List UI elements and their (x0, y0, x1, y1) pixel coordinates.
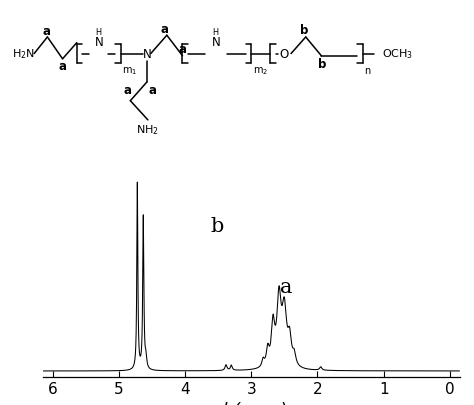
X-axis label: d (ppm): d (ppm) (216, 401, 287, 405)
Text: a: a (123, 84, 131, 97)
Text: a: a (59, 60, 66, 73)
Text: b: b (318, 58, 327, 70)
Text: $\rm OCH_3$: $\rm OCH_3$ (382, 47, 413, 61)
Text: $\overset{\rm H}{\rm N}$: $\overset{\rm H}{\rm N}$ (211, 26, 220, 49)
Text: a: a (179, 43, 186, 55)
Text: a: a (161, 23, 169, 36)
Text: $\overset{\rm H}{\rm N}$: $\overset{\rm H}{\rm N}$ (94, 26, 103, 49)
Text: N: N (143, 48, 151, 61)
Text: $\rm m_1$: $\rm m_1$ (122, 65, 137, 77)
Text: $\rm H_2N$: $\rm H_2N$ (12, 47, 35, 61)
Text: $\rm NH_2$: $\rm NH_2$ (137, 122, 159, 136)
Text: b: b (210, 216, 223, 235)
Text: a: a (149, 84, 156, 97)
Text: b: b (300, 24, 309, 37)
Text: a: a (280, 277, 292, 296)
Text: a: a (43, 25, 50, 38)
Text: $\rm m_2$: $\rm m_2$ (253, 65, 268, 77)
Text: O: O (280, 48, 289, 61)
Text: n: n (364, 66, 370, 76)
